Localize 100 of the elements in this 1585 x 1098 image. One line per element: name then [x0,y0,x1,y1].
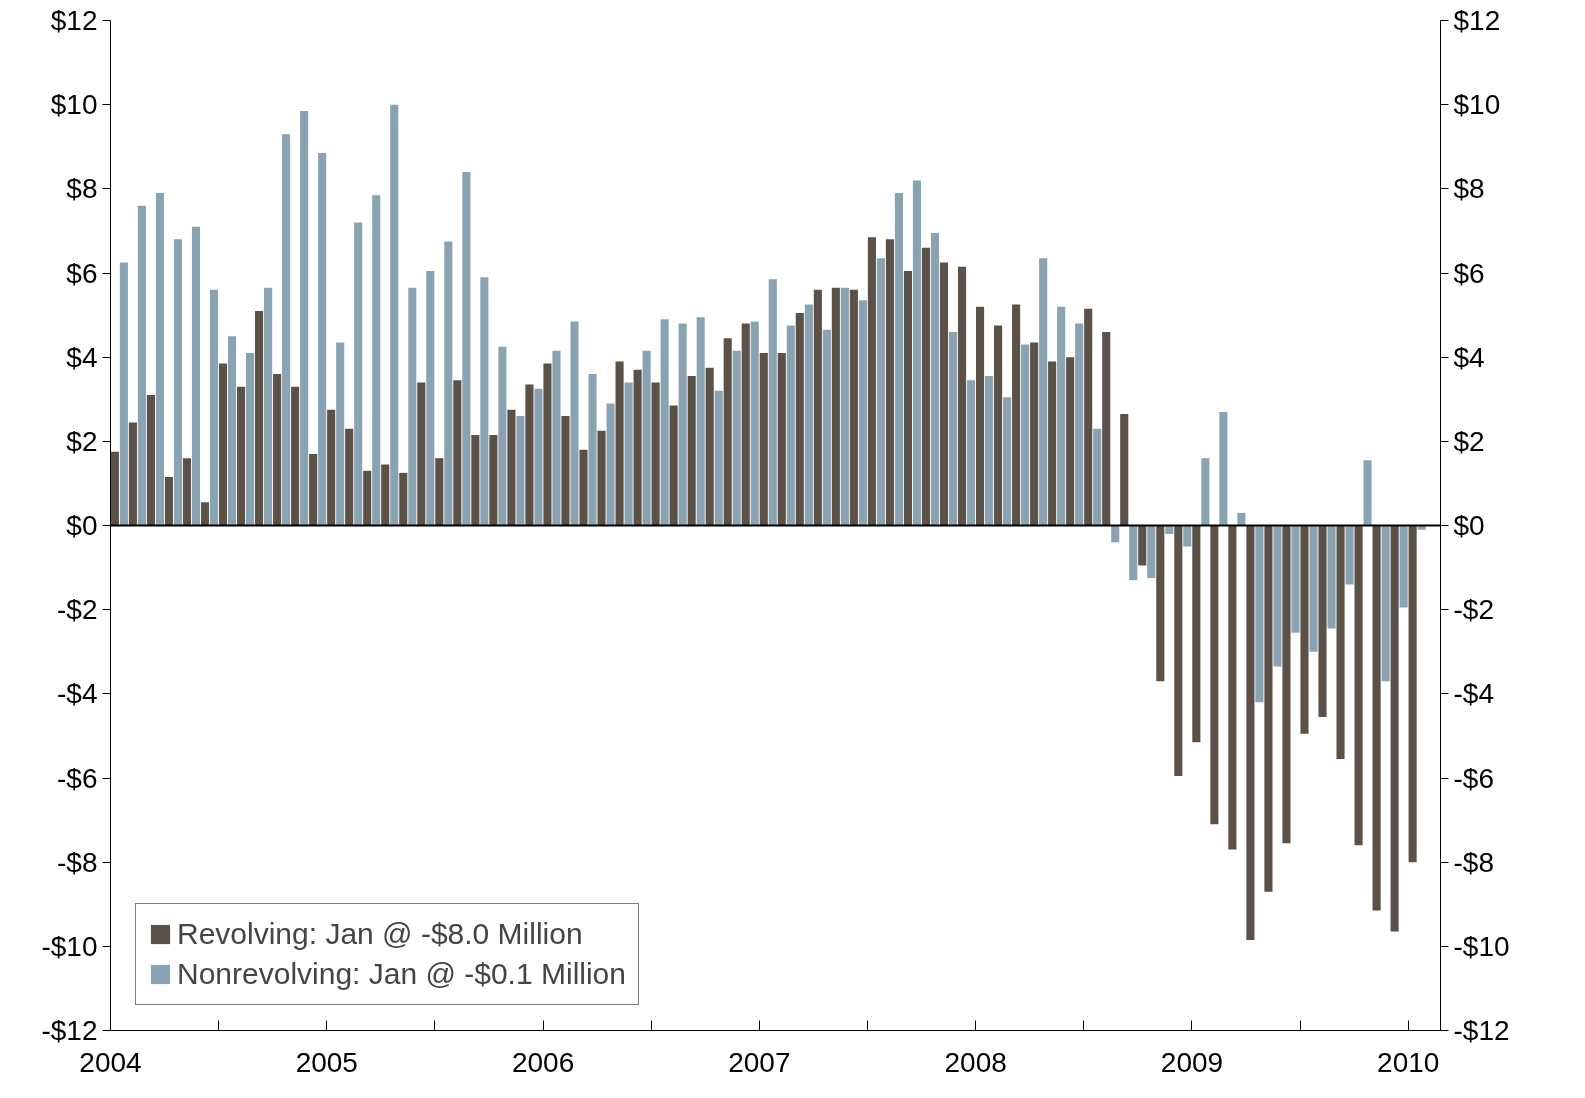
bar [399,472,408,526]
bar [804,304,813,526]
bar [606,403,615,526]
bar [273,374,282,526]
bar [209,289,219,526]
bar [714,390,723,526]
bar [1102,331,1111,526]
bar [985,376,994,526]
bar [705,367,714,526]
bar [119,262,128,526]
y2-tick-label: -$6 [1453,762,1494,794]
bar [939,262,949,526]
y-tick-label: -$2 [57,594,98,626]
bar [1300,525,1309,734]
bar [1318,525,1327,717]
bar [1138,525,1147,566]
y-tick-label: $0 [66,510,98,541]
bar [741,323,750,526]
bar [579,449,588,526]
bar [1192,525,1201,743]
bar [354,222,363,526]
bar [777,352,786,526]
bar [948,331,958,526]
bar [1291,525,1300,633]
bar [976,306,985,526]
y2-tick-label: $2 [1453,425,1485,457]
bar [1354,525,1363,846]
bar [921,247,931,526]
bar [1381,525,1390,682]
bar [282,134,291,526]
y-tick-label: $8 [66,173,98,205]
bar [264,287,273,526]
bar [966,380,976,526]
bar [173,239,183,526]
bar [462,172,471,526]
bar [300,110,309,526]
y-tick-label: $6 [66,257,98,289]
bar [1363,460,1372,526]
bar [822,329,831,526]
bar [759,352,768,526]
bar [1327,525,1336,629]
bar [1336,525,1345,760]
bar [678,323,687,526]
bar [894,193,903,526]
bar [164,477,174,526]
x-tick-label: 2010 [1377,1046,1440,1078]
bar [191,226,201,526]
bar [588,374,597,526]
bar [723,338,732,526]
bar [885,239,894,526]
bar [1003,397,1012,526]
bar [246,352,255,526]
y2-tick-label: -$4 [1453,678,1494,710]
bar [660,319,669,526]
x-tick-label: 2006 [511,1046,575,1078]
bar [318,153,327,526]
bar [570,321,579,526]
bar [1201,458,1210,526]
bar [813,289,822,526]
bar [498,346,507,526]
bar [516,416,525,526]
bar [1147,525,1156,579]
bar [732,350,741,526]
bar [651,382,660,526]
bar [858,300,867,526]
bar [957,266,967,526]
bar [1156,525,1165,682]
bar [336,342,345,526]
bar [444,241,453,526]
y2-tick-label: $8 [1453,173,1485,205]
y2-tick-label: -$2 [1453,594,1494,626]
bar [435,458,444,526]
bar [1264,525,1273,892]
bar [768,279,777,526]
bar [426,270,435,526]
bar [489,435,498,526]
bar [1174,525,1183,776]
bar [930,233,940,526]
y-tick-label: $4 [66,341,98,373]
bar [182,458,192,526]
bar [1345,525,1354,585]
bar [876,258,885,526]
bar [227,336,237,526]
bar [1093,428,1102,526]
y-tick-label: $12 [50,5,98,36]
bar [615,361,624,526]
y-tick-label: -$10 [41,930,98,962]
bar [786,325,795,526]
bar [471,435,480,526]
bar [1183,525,1192,547]
bar [200,502,210,526]
y-tick-label: -$6 [57,762,98,794]
bar [1012,304,1021,526]
bar [1219,411,1228,526]
bar [309,453,318,526]
x-tick-label: 2009 [1160,1046,1224,1078]
bar [1210,525,1219,825]
bar [840,287,849,526]
bar [1066,357,1075,526]
bar [327,409,336,526]
